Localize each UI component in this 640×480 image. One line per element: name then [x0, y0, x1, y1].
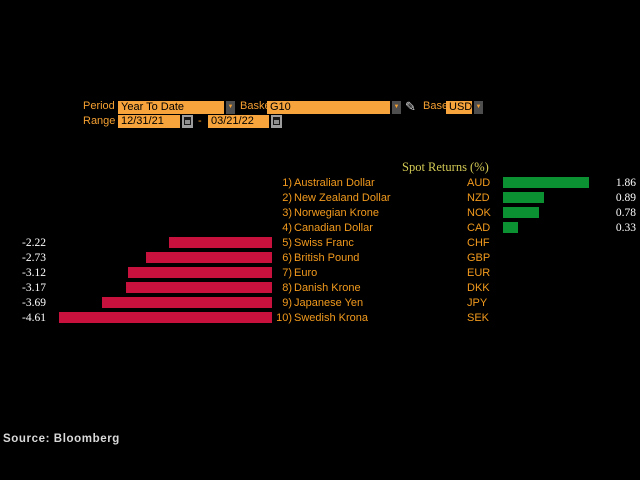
range-separator: -: [198, 115, 202, 127]
bar-value-label: 0.33: [615, 222, 636, 234]
chart-row: 1) Australian Dollar AUD 1.86: [0, 176, 640, 191]
bar-value-label: -2.22: [22, 237, 46, 249]
bar-value-label: -3.17: [22, 282, 46, 294]
chart-row: 3) Norwegian Krone NOK 0.78: [0, 206, 640, 221]
chart-row: -4.61 10) Swedish Krona SEK: [0, 311, 640, 326]
positive-bar: [503, 207, 539, 218]
row-ticker: GBP: [467, 252, 491, 264]
row-ticker: EUR: [467, 267, 491, 279]
row-ticker: DKK: [467, 282, 490, 294]
period-dropdown[interactable]: Year To Date: [118, 101, 224, 114]
row-rank: 8): [282, 282, 292, 294]
basket-dropdown[interactable]: G10: [267, 101, 390, 114]
chart-row: -3.17 8) Danish Krone DKK: [0, 281, 640, 296]
calendar-glyph: [184, 117, 191, 125]
base-dropdown[interactable]: USD: [446, 101, 472, 114]
positive-bar: [503, 192, 544, 203]
chart-row: -2.22 5) Swiss Franc CHF: [0, 236, 640, 251]
row-ticker: CAD: [467, 222, 491, 234]
negative-bar: [126, 282, 272, 293]
row-name: Norwegian Krone: [294, 207, 379, 219]
chart-row: 2) New Zealand Dollar NZD 0.89: [0, 191, 640, 206]
row-ticker: NZD: [467, 192, 490, 204]
period-dropdown-arrow-icon[interactable]: ▼: [226, 101, 235, 114]
bar-value-label: 0.78: [615, 207, 636, 219]
row-name: Swedish Krona: [294, 312, 368, 324]
row-name: New Zealand Dollar: [294, 192, 391, 204]
bar-value-label: -3.12: [22, 267, 46, 279]
row-rank: 9): [282, 297, 292, 309]
negative-bar: [169, 237, 272, 248]
row-name: Japanese Yen: [294, 297, 364, 309]
base-dropdown-arrow-icon[interactable]: ▼: [474, 101, 483, 114]
positive-bar: [503, 177, 589, 188]
negative-bar: [102, 297, 272, 308]
period-label: Period: [83, 100, 115, 112]
row-ticker: SEK: [467, 312, 490, 324]
row-rank: 10): [276, 312, 292, 324]
row-ticker: JPY: [467, 297, 488, 309]
chart-row: -3.69 9) Japanese Yen JPY: [0, 296, 640, 311]
range-start-calendar-icon[interactable]: [182, 115, 193, 128]
range-label: Range: [83, 115, 116, 127]
negative-bar: [128, 267, 272, 278]
row-rank: 7): [282, 267, 292, 279]
chart-title: Spot Returns (%): [402, 160, 489, 174]
range-start-input[interactable]: 12/31/21: [118, 115, 180, 128]
chart-row: -3.12 7) Euro EUR: [0, 266, 640, 281]
row-name: British Pound: [294, 252, 360, 264]
bar-value-label: -4.61: [22, 312, 46, 324]
calendar-glyph: [273, 117, 280, 125]
row-ticker: CHF: [467, 237, 490, 249]
base-label: Base: [423, 100, 449, 112]
source-caption: Source: Bloomberg: [3, 433, 120, 445]
row-name: Euro: [294, 267, 318, 279]
row-name: Swiss Franc: [294, 237, 354, 249]
row-ticker: AUD: [467, 177, 491, 189]
row-name: Danish Krone: [294, 282, 361, 294]
bar-value-label: 1.86: [615, 177, 636, 189]
row-name: Australian Dollar: [294, 177, 375, 189]
basket-dropdown-arrow-icon[interactable]: ▼: [392, 101, 401, 114]
row-rank: 4): [282, 222, 292, 234]
range-end-calendar-icon[interactable]: [271, 115, 282, 128]
negative-bar: [59, 312, 272, 323]
row-name: Canadian Dollar: [294, 222, 373, 234]
chart-row: 4) Canadian Dollar CAD 0.33: [0, 221, 640, 236]
row-rank: 1): [282, 177, 292, 189]
negative-bar: [146, 252, 272, 263]
positive-bar: [503, 222, 518, 233]
bar-value-label: -2.73: [22, 252, 46, 264]
chart-row: -2.73 6) British Pound GBP: [0, 251, 640, 266]
row-ticker: NOK: [467, 207, 491, 219]
row-rank: 6): [282, 252, 292, 264]
edit-pencil-icon[interactable]: ✎: [405, 99, 416, 114]
basket-label: Basket: [240, 100, 274, 112]
row-rank: 5): [282, 237, 292, 249]
bar-value-label: -3.69: [22, 297, 46, 309]
range-end-input[interactable]: 03/21/22: [208, 115, 269, 128]
row-rank: 3): [282, 207, 292, 219]
bar-value-label: 0.89: [615, 192, 636, 204]
row-rank: 2): [282, 192, 292, 204]
